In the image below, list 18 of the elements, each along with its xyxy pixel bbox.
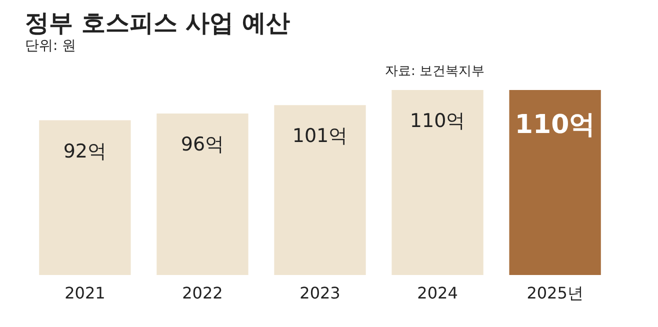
data-label: 101억 [292, 125, 348, 148]
x-tick-label: 2021 [64, 284, 106, 302]
bar [392, 90, 484, 275]
chart-subtitle: 단위: 원 [25, 38, 76, 54]
bar [274, 105, 366, 275]
data-label: 96억 [180, 134, 224, 156]
data-label: 92억 [63, 140, 107, 162]
x-tick-label: 2025년 [526, 284, 584, 302]
chart-title: 정부 호스피스 사업 예산 [25, 9, 290, 37]
x-tick-label: 2024 [417, 284, 458, 302]
bar [156, 114, 248, 275]
x-tick-label: 2022 [182, 284, 223, 302]
bar [509, 90, 601, 275]
data-label: 110억 [410, 110, 466, 132]
x-tick-label: 2023 [300, 284, 340, 302]
data-label: 110억 [514, 110, 596, 140]
text: 자료: 보건복지부 [385, 64, 485, 79]
bar [39, 120, 131, 275]
